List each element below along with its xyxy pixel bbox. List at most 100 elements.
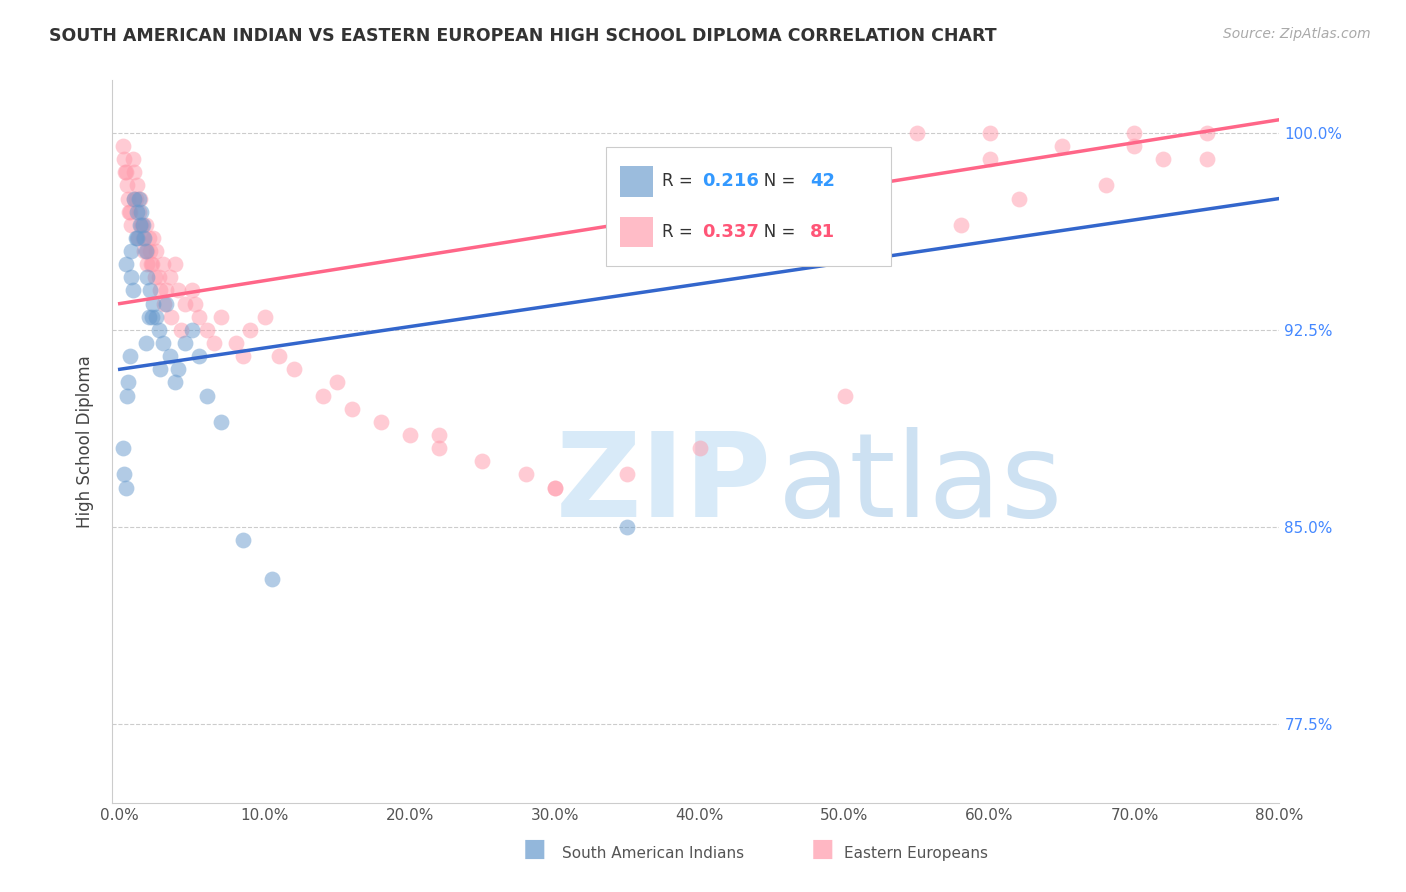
Point — [1123, 126, 1146, 140]
Text: N =: N = — [748, 172, 801, 190]
Point — [1123, 139, 1146, 153]
Point — [152, 257, 174, 271]
Point — [138, 231, 160, 245]
FancyBboxPatch shape — [620, 217, 652, 247]
Point — [1195, 126, 1218, 140]
Point — [135, 336, 157, 351]
Point — [155, 284, 177, 298]
Point — [1050, 139, 1073, 153]
Text: 42: 42 — [810, 172, 835, 190]
Point — [145, 310, 167, 324]
Point — [202, 336, 225, 351]
Point — [225, 336, 247, 351]
Point — [209, 415, 232, 429]
Point — [312, 388, 335, 402]
Point — [117, 376, 139, 390]
Point — [269, 349, 291, 363]
Point — [121, 284, 143, 298]
Point — [131, 204, 153, 219]
Point — [132, 218, 155, 232]
Point — [471, 454, 494, 468]
Point — [326, 376, 349, 390]
Point — [979, 152, 1001, 166]
Point — [163, 257, 186, 271]
Point — [166, 362, 188, 376]
Point — [543, 481, 565, 495]
FancyBboxPatch shape — [606, 147, 891, 266]
Point — [181, 323, 204, 337]
Text: ■: ■ — [523, 837, 546, 861]
Text: ZIP: ZIP — [555, 427, 772, 542]
Point — [112, 467, 135, 482]
Point — [253, 310, 276, 324]
Text: Source: ZipAtlas.com: Source: ZipAtlas.com — [1223, 27, 1371, 41]
Point — [141, 257, 163, 271]
Y-axis label: High School Diploma: High School Diploma — [76, 355, 94, 528]
Point — [195, 388, 218, 402]
Point — [134, 244, 156, 258]
Point — [181, 284, 204, 298]
Point — [905, 126, 928, 140]
Text: 81: 81 — [810, 223, 835, 241]
Point — [122, 192, 145, 206]
Point — [166, 284, 188, 298]
Point — [148, 323, 170, 337]
Point — [122, 192, 145, 206]
Point — [114, 165, 136, 179]
Point — [616, 520, 638, 534]
Point — [1007, 192, 1029, 206]
Point — [139, 244, 162, 258]
Point — [118, 349, 141, 363]
Point — [129, 218, 152, 232]
Text: atlas: atlas — [778, 427, 1063, 542]
Point — [427, 441, 450, 455]
Point — [616, 467, 638, 482]
Point — [132, 231, 155, 245]
Point — [136, 270, 159, 285]
Point — [195, 323, 218, 337]
Point — [142, 296, 165, 310]
Point — [142, 231, 165, 245]
Point — [114, 257, 136, 271]
Point — [138, 310, 160, 324]
Point — [134, 231, 156, 245]
Point — [260, 573, 283, 587]
Point — [159, 270, 181, 285]
Point — [149, 362, 172, 376]
Point — [188, 349, 211, 363]
Point — [121, 152, 143, 166]
Point — [143, 270, 166, 285]
Point — [1153, 152, 1175, 166]
Point — [159, 349, 181, 363]
Point — [427, 428, 450, 442]
Point — [129, 192, 152, 206]
Point — [155, 296, 177, 310]
Point — [174, 336, 197, 351]
Text: R =: R = — [662, 172, 699, 190]
Text: 0.216: 0.216 — [702, 172, 759, 190]
Point — [131, 218, 153, 232]
Point — [141, 310, 163, 324]
Point — [120, 218, 142, 232]
Point — [232, 349, 254, 363]
Point — [689, 441, 711, 455]
Point — [949, 218, 972, 232]
Text: R =: R = — [662, 223, 699, 241]
Point — [160, 310, 183, 324]
Point — [1195, 152, 1218, 166]
Text: Eastern Europeans: Eastern Europeans — [844, 846, 987, 861]
Point — [515, 467, 537, 482]
Point — [118, 204, 141, 219]
Text: South American Indians: South American Indians — [562, 846, 745, 861]
Point — [152, 336, 174, 351]
Point — [128, 204, 150, 219]
Point — [153, 296, 176, 310]
Point — [188, 310, 211, 324]
Point — [340, 401, 363, 416]
Point — [118, 204, 141, 219]
Text: 0.337: 0.337 — [702, 223, 759, 241]
Point — [979, 126, 1001, 140]
Point — [115, 178, 138, 193]
Point — [111, 139, 134, 153]
Point — [139, 284, 162, 298]
